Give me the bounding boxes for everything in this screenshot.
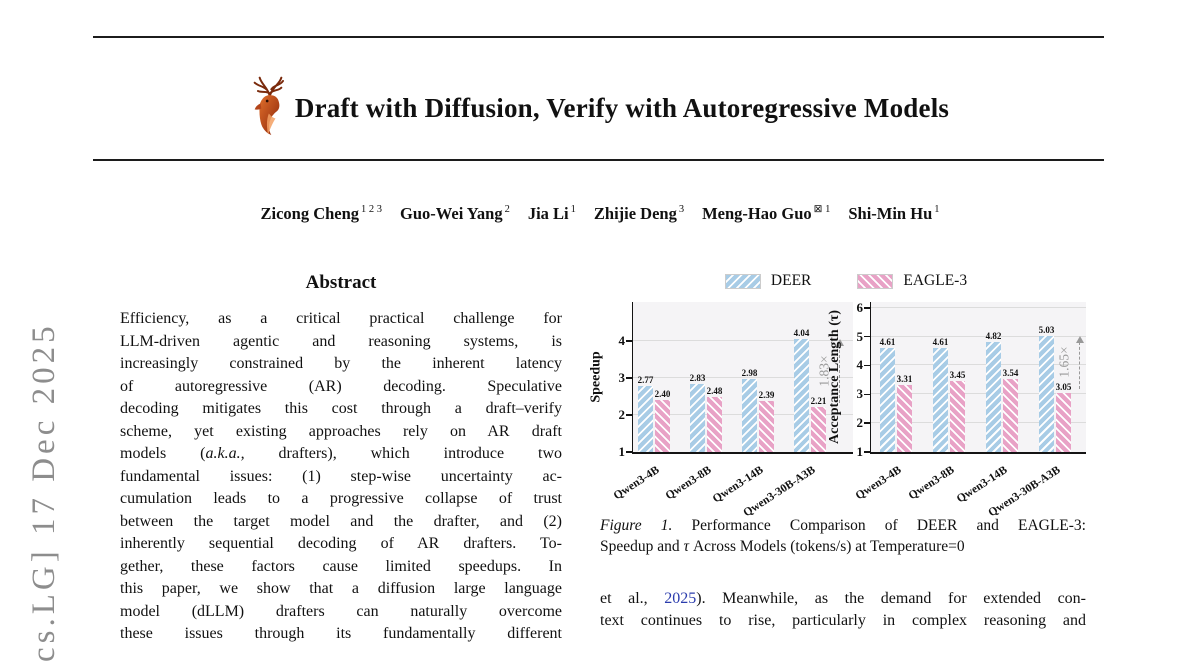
author: Meng-Hao Guo ⊠ 1 — [702, 203, 831, 223]
author: Zhijie Deng 3 — [593, 203, 685, 223]
bar-eagle-3-qwen3-14b: 2.39 — [759, 390, 774, 452]
abstract-body: Efficiency, as a critical practical chal… — [120, 308, 562, 646]
y-tick-label: 4 — [856, 357, 864, 373]
text-line: decoding mitigates this cost through a d… — [120, 400, 562, 417]
bar-eagle-3-qwen3-4b: 3.31 — [897, 374, 912, 452]
legend-label-deer: DEER — [770, 272, 812, 289]
bar-value-label: 2.98 — [741, 367, 758, 378]
paper-page: cs.LG] 17 Dec 2025 Draft with Diffusion,… — [26, 36, 1140, 662]
legend-item-eagle3: EAGLE-3 — [857, 272, 967, 290]
bar-deer-qwen3-8b: 2.83 — [690, 373, 705, 452]
bar-value-label: 5.03 — [1038, 324, 1055, 335]
text-line: models (a.k.a., drafters), which introdu… — [120, 445, 563, 462]
bar-deer-qwen3-30b-a3b: 4.04 — [794, 328, 809, 452]
figure-1: DEER EAGLE-3 Speedup 1 2 3 4 2.77 2.40 2.83 2.4… — [589, 266, 1092, 519]
speedup-chart: Speedup 1 2 3 4 2.77 2.40 2.83 2.48 2.98 2.39 4.04… — [584, 296, 853, 519]
y-tick-label: 4 — [618, 332, 626, 348]
bar-value-label: 3.45 — [949, 370, 966, 381]
bar-eagle-3-qwen3-8b: 2.48 — [707, 386, 722, 452]
bar-value-label: 4.61 — [879, 336, 896, 347]
abstract-heading: Abstract — [305, 272, 377, 293]
improvement-arrow — [839, 345, 840, 404]
text-line: this paper, we show that a diffusion lar… — [120, 580, 562, 597]
author: Zicong Cheng 1 2 3 — [260, 203, 383, 223]
text-line: model (dLLM) drafters can naturally over… — [120, 602, 562, 620]
chart-legend: DEER EAGLE-3 — [600, 272, 1092, 290]
y-tick-label: 3 — [618, 369, 626, 385]
bar-value-label: 2.21 — [810, 396, 827, 407]
text-line: Efficiency, as a critical practical chal… — [120, 310, 562, 327]
bar-eagle-3-qwen3-30b-a3b: 3.05 — [1056, 382, 1071, 452]
author: Shi-Min Hu 1 — [848, 203, 940, 223]
bar-value-label: 2.48 — [706, 386, 723, 397]
y-tick-label: 1 — [618, 444, 626, 459]
author: Guo-Wei Yang 2 — [400, 203, 510, 223]
bar-value-label: 2.40 — [654, 389, 671, 400]
bar-eagle-3-qwen3-4b: 2.40 — [655, 389, 670, 452]
mid-rule — [93, 159, 1104, 162]
arxiv-stamp: cs.LG] 17 Dec 2025 — [26, 322, 62, 662]
text-line: LLM-driven agentic and reasoning systems… — [120, 332, 562, 350]
abstract-section: Abstract Efficiency, as a critical pract… — [120, 272, 562, 646]
bar-eagle-3-qwen3-30b-a3b: 2.21 — [811, 396, 826, 452]
y-tick-label: 3 — [856, 386, 864, 402]
bar-value-label: 4.82 — [985, 330, 1002, 341]
text-line: cumulation leads to a progressive collap… — [120, 490, 562, 507]
title-row: Draft with Diffusion, Verify with Autore… — [93, 68, 1104, 148]
text-line: increasingly constrained by the inherent… — [120, 355, 562, 372]
y-tick-label: 2 — [856, 415, 864, 431]
deer-logo-icon — [253, 76, 284, 136]
acceptance-length-x-labels: Qwen3-4B Qwen3-8B Qwen3-14B Qwen3-30B-A3B — [854, 456, 1090, 519]
bar-value-label: 2.83 — [689, 373, 706, 384]
y-tick-label: 2 — [618, 406, 626, 422]
bar-deer-qwen3-4b: 4.61 — [880, 337, 895, 452]
bar-value-label: 3.31 — [896, 374, 913, 385]
bar-deer-qwen3-8b: 4.61 — [933, 337, 948, 452]
improvement-arrow — [1079, 341, 1080, 389]
author: Jia Li 1 — [527, 203, 576, 223]
bar-value-label: 4.61 — [932, 336, 949, 347]
text-line: gether, these factors cause limited spee… — [120, 557, 562, 575]
bar-value-label: 4.04 — [793, 328, 810, 339]
y-tick-label: 5 — [856, 328, 864, 344]
bar-value-label: 3.05 — [1055, 381, 1072, 392]
citation-link[interactable]: 2025 — [664, 590, 697, 607]
improvement-factor-label: 1.65× — [1057, 346, 1072, 378]
top-rule — [93, 36, 1104, 39]
bar-deer-qwen3-14b: 2.98 — [742, 368, 757, 452]
bar-eagle-3-qwen3-8b: 3.45 — [950, 370, 965, 452]
deer-swatch-icon — [724, 273, 761, 289]
bar-deer-qwen3-4b: 2.77 — [638, 375, 653, 452]
text-line: Figure 1. Performance Comparison of DEER… — [600, 517, 1086, 534]
paper-title: Draft with Diffusion, Verify with Autore… — [294, 92, 950, 123]
text-line: these issues through its fundamentally d… — [120, 625, 562, 642]
speedup-plot-area: 1 2 3 4 2.77 2.40 2.83 2.48 2.98 2.39 4.04 2.21 1.83… — [619, 302, 853, 459]
speedup-x-labels: Qwen3-4B Qwen3-8B Qwen3-14B Qwen3-30B-A3B — [612, 456, 852, 519]
text-line: Speedup and τ Across Models (tokens/s) a… — [600, 537, 965, 555]
bar-value-label: 2.77 — [637, 375, 654, 386]
text-line: text continues to rise, particularly in … — [600, 611, 1086, 629]
acceptance-length-plot-area: 1 2 3 4 5 6 4.61 3.31 4.61 3.45 4.82 3.54 5.03 3.05 1.… — [857, 300, 1086, 459]
legend-label-eagle3: EAGLE-3 — [903, 272, 968, 289]
text-line: between the target model and the drafter… — [120, 512, 562, 530]
acceptance-length-chart: Acceptance Length (τ) 1 2 3 4 5 6 4.61 3.31 4.61… — [822, 296, 1090, 519]
bar-eagle-3-qwen3-14b: 3.54 — [1003, 368, 1018, 452]
legend-item-deer: DEER — [724, 272, 812, 290]
bar-value-label: 2.39 — [758, 389, 775, 400]
figure-caption: Figure 1. Performance Comparison of DEER… — [600, 516, 1086, 557]
author-list: Zicong Cheng 1 2 3 Guo-Wei Yang 2 Jia Li 1 Zhi… — [60, 203, 1140, 224]
bar-value-label: 3.54 — [1002, 367, 1019, 378]
y-tick-label: 1 — [856, 444, 864, 459]
text-line: of autoregressive (AR) decoding. Specula… — [120, 377, 562, 395]
text-line: fundamental issues: (1) step-wise uncert… — [120, 467, 562, 485]
eagle3-swatch-icon — [857, 273, 894, 289]
y-tick-label: 6 — [856, 299, 864, 315]
intro-paragraph: et al., 2025). Meanwhile, as the demand … — [600, 588, 1086, 631]
text-line: et al., 2025). Meanwhile, as the demand … — [600, 590, 1087, 607]
text-line: scheme, yet existing approaches rely on … — [120, 422, 562, 440]
text-line: inherently sequential decoding of AR dra… — [120, 535, 562, 552]
bar-deer-qwen3-14b: 4.82 — [986, 331, 1001, 452]
bar-deer-qwen3-30b-a3b: 5.03 — [1039, 325, 1054, 452]
